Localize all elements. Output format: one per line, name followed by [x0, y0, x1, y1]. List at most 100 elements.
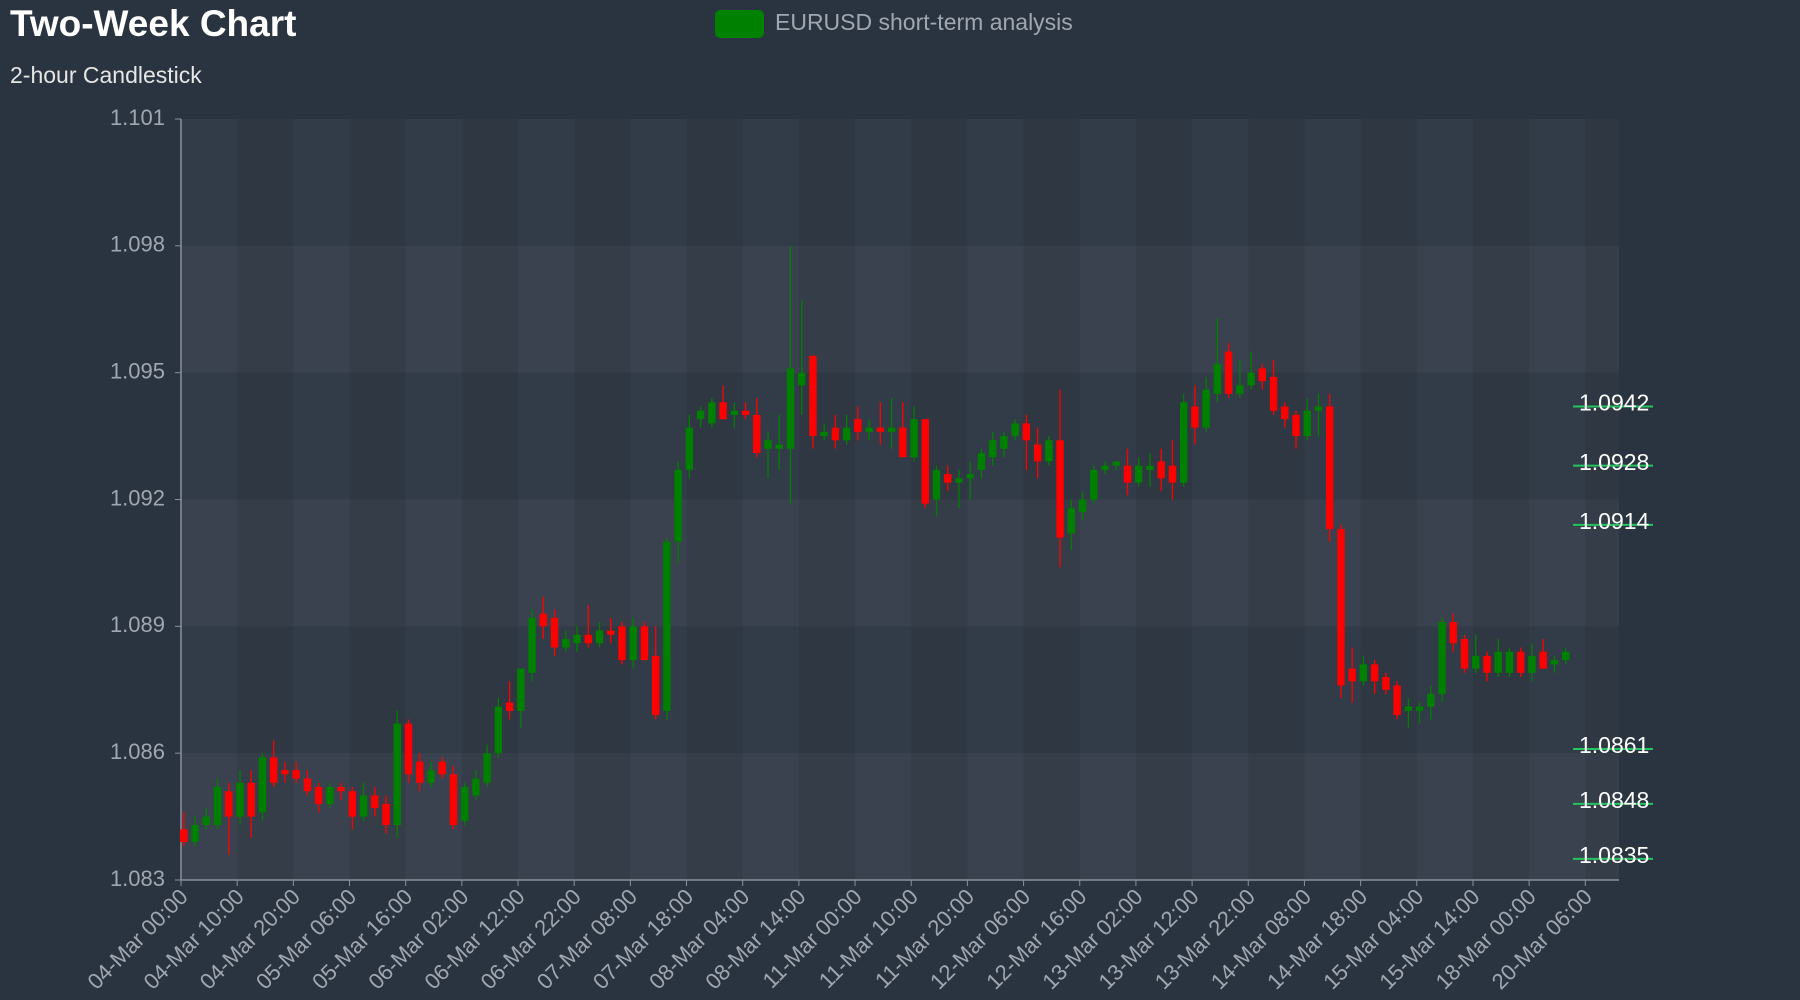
candle-body — [1022, 423, 1031, 441]
candle-body — [1438, 622, 1446, 694]
candle-body — [1101, 465, 1109, 470]
candle-body — [708, 402, 716, 424]
candle-body — [1516, 651, 1525, 673]
plot-area — [181, 119, 1619, 880]
candle-body — [1370, 664, 1379, 682]
candle-body — [1382, 677, 1390, 690]
candle-body — [416, 761, 424, 783]
candle-body — [899, 427, 907, 458]
candle-body — [685, 427, 694, 470]
candle-body — [584, 634, 592, 644]
candle-body — [382, 803, 390, 826]
y-tick-label: 1.089 — [110, 612, 165, 637]
level-label: 1.0942 — [1579, 390, 1649, 416]
candle-body — [764, 440, 772, 449]
level-label: 1.0861 — [1579, 732, 1649, 758]
grid-band — [1023, 119, 1080, 880]
candle-body — [921, 419, 929, 504]
candle-body — [427, 770, 435, 783]
candle-body — [932, 469, 941, 500]
candle-body — [438, 761, 446, 775]
candle-body — [1494, 651, 1502, 673]
candle-body — [550, 617, 559, 648]
candle-body — [539, 613, 548, 627]
candle-body — [202, 816, 210, 826]
candle-body — [865, 427, 873, 432]
candle-body — [1303, 410, 1311, 437]
grid-band — [686, 119, 743, 880]
candle-body — [1247, 372, 1255, 386]
candle-body — [1415, 706, 1424, 711]
candle-body — [314, 786, 323, 804]
legend-swatch — [715, 10, 764, 38]
candle-body — [1258, 368, 1267, 382]
candle-body — [180, 829, 188, 842]
candle-body — [1539, 651, 1547, 669]
candle-body — [1090, 469, 1098, 500]
grid-band — [798, 119, 856, 880]
candle-body — [607, 630, 615, 635]
candle-body — [472, 778, 480, 796]
candle-body — [1157, 461, 1165, 479]
candle-body — [595, 630, 604, 644]
candle-body — [741, 410, 750, 415]
candle-body — [1033, 444, 1042, 462]
candle-body — [1236, 385, 1244, 394]
candle-body — [1000, 436, 1008, 449]
candle-body — [786, 368, 795, 449]
level-label: 1.0848 — [1579, 787, 1649, 813]
candle-body — [269, 757, 278, 783]
candle-body — [573, 634, 581, 644]
candle-body — [483, 753, 491, 783]
candle-body — [730, 410, 739, 415]
candle-body — [753, 414, 761, 453]
y-tick-label: 1.083 — [110, 866, 165, 891]
candle-body — [831, 427, 840, 441]
candle-body — [247, 782, 255, 817]
candle-body — [1393, 685, 1401, 716]
candle-body — [1337, 529, 1345, 686]
grid-band — [1248, 119, 1305, 880]
candle-body — [1213, 364, 1222, 394]
candle-body — [258, 757, 267, 813]
y-tick-label: 1.092 — [110, 485, 165, 510]
candle-body — [1067, 507, 1076, 534]
candle-body — [1224, 351, 1233, 394]
candle-body — [820, 431, 828, 437]
candle-body — [696, 410, 705, 420]
candle-body — [505, 702, 514, 711]
candle-body — [1359, 664, 1368, 682]
candle-body — [977, 452, 986, 470]
candle-body — [719, 402, 727, 420]
y-tick-label: 1.101 — [110, 105, 165, 130]
legend-label: EURUSD short-term analysis — [775, 9, 1073, 35]
candle-body — [1483, 655, 1491, 673]
chart-subtitle: 2-hour Candlestick — [10, 62, 202, 88]
candle-body — [1528, 655, 1536, 673]
candle-body — [910, 419, 918, 458]
level-label: 1.0928 — [1579, 449, 1649, 475]
candle-body — [191, 825, 199, 842]
candle-body — [674, 469, 682, 542]
candle-body — [281, 770, 289, 775]
candle-body — [225, 791, 233, 817]
candle-body — [404, 723, 413, 775]
candle-body — [1123, 465, 1132, 483]
candle-body — [1135, 465, 1143, 483]
grid-band — [1585, 119, 1619, 880]
candle-body — [1045, 440, 1053, 462]
candle-body — [1011, 423, 1019, 437]
candle-body — [1056, 440, 1064, 538]
grid-line — [181, 246, 1619, 373]
candle-body — [1179, 402, 1188, 483]
candle-body — [494, 706, 503, 754]
candle-body — [876, 427, 885, 432]
candle-body — [988, 440, 997, 458]
candle-body — [326, 786, 334, 804]
level-label: 1.0914 — [1579, 508, 1650, 534]
candle-body — [213, 786, 222, 826]
candle-body — [618, 626, 626, 661]
candle-body — [775, 444, 783, 449]
